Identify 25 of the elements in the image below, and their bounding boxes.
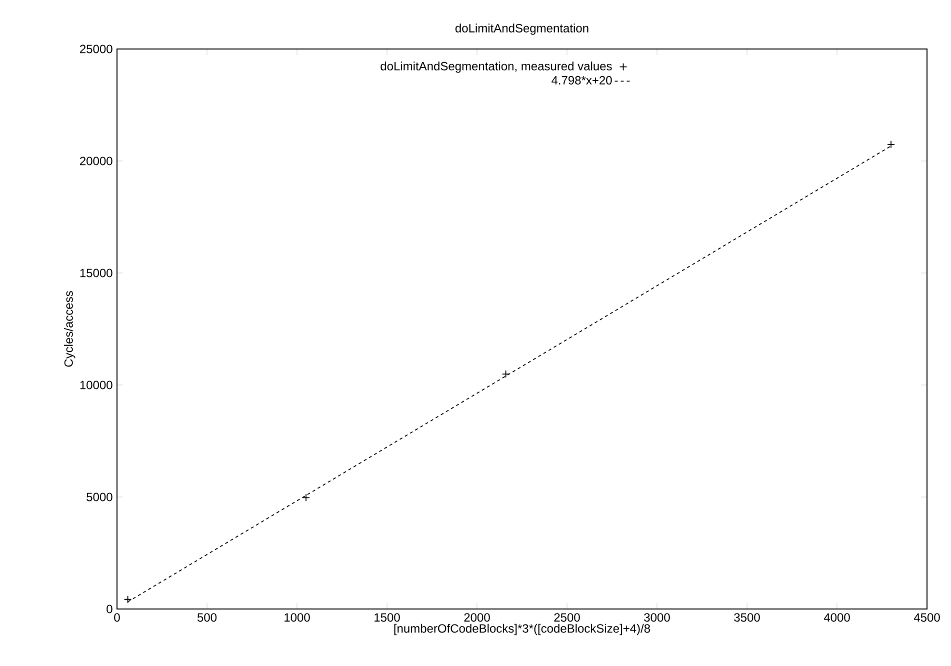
legend-label: 4.798*x+20 — [552, 76, 612, 85]
x-tick-label: 1000 — [284, 613, 310, 622]
x-axis-title: [numberOfCodeBlocks]*3*([codeBlockSize]+4)/8 — [394, 624, 650, 636]
point — [302, 494, 310, 502]
x-tick-label: 0 — [114, 613, 120, 622]
legend-label: doLimitAndSegmentation, measured values — [380, 62, 612, 73]
x-tick-label: 1500 — [374, 613, 400, 622]
y-tick-label: 25000 — [80, 44, 112, 54]
point — [124, 595, 132, 604]
y-axis-title: Cycles/access — [64, 291, 76, 367]
chart-title: doLimitAndSegmentation — [455, 24, 588, 35]
y-tick-label: 10000 — [80, 380, 112, 390]
x-tick-label: 2500 — [554, 613, 580, 622]
x-tick-label: 500 — [197, 613, 217, 622]
y-tick-label: 20000 — [80, 156, 112, 166]
y-tick-label: 0 — [106, 604, 112, 614]
x-tick-label: 4500 — [914, 613, 940, 622]
x-tick-label: 3000 — [644, 613, 670, 622]
point — [502, 370, 510, 378]
x-tick-label: 3500 — [734, 613, 760, 622]
point — [887, 140, 895, 148]
y-tick-label: 15000 — [80, 268, 112, 278]
y-tick-label: 5000 — [86, 492, 112, 502]
x-tick-label: 4000 — [824, 613, 850, 622]
x-tick-label: 2000 — [464, 613, 490, 622]
